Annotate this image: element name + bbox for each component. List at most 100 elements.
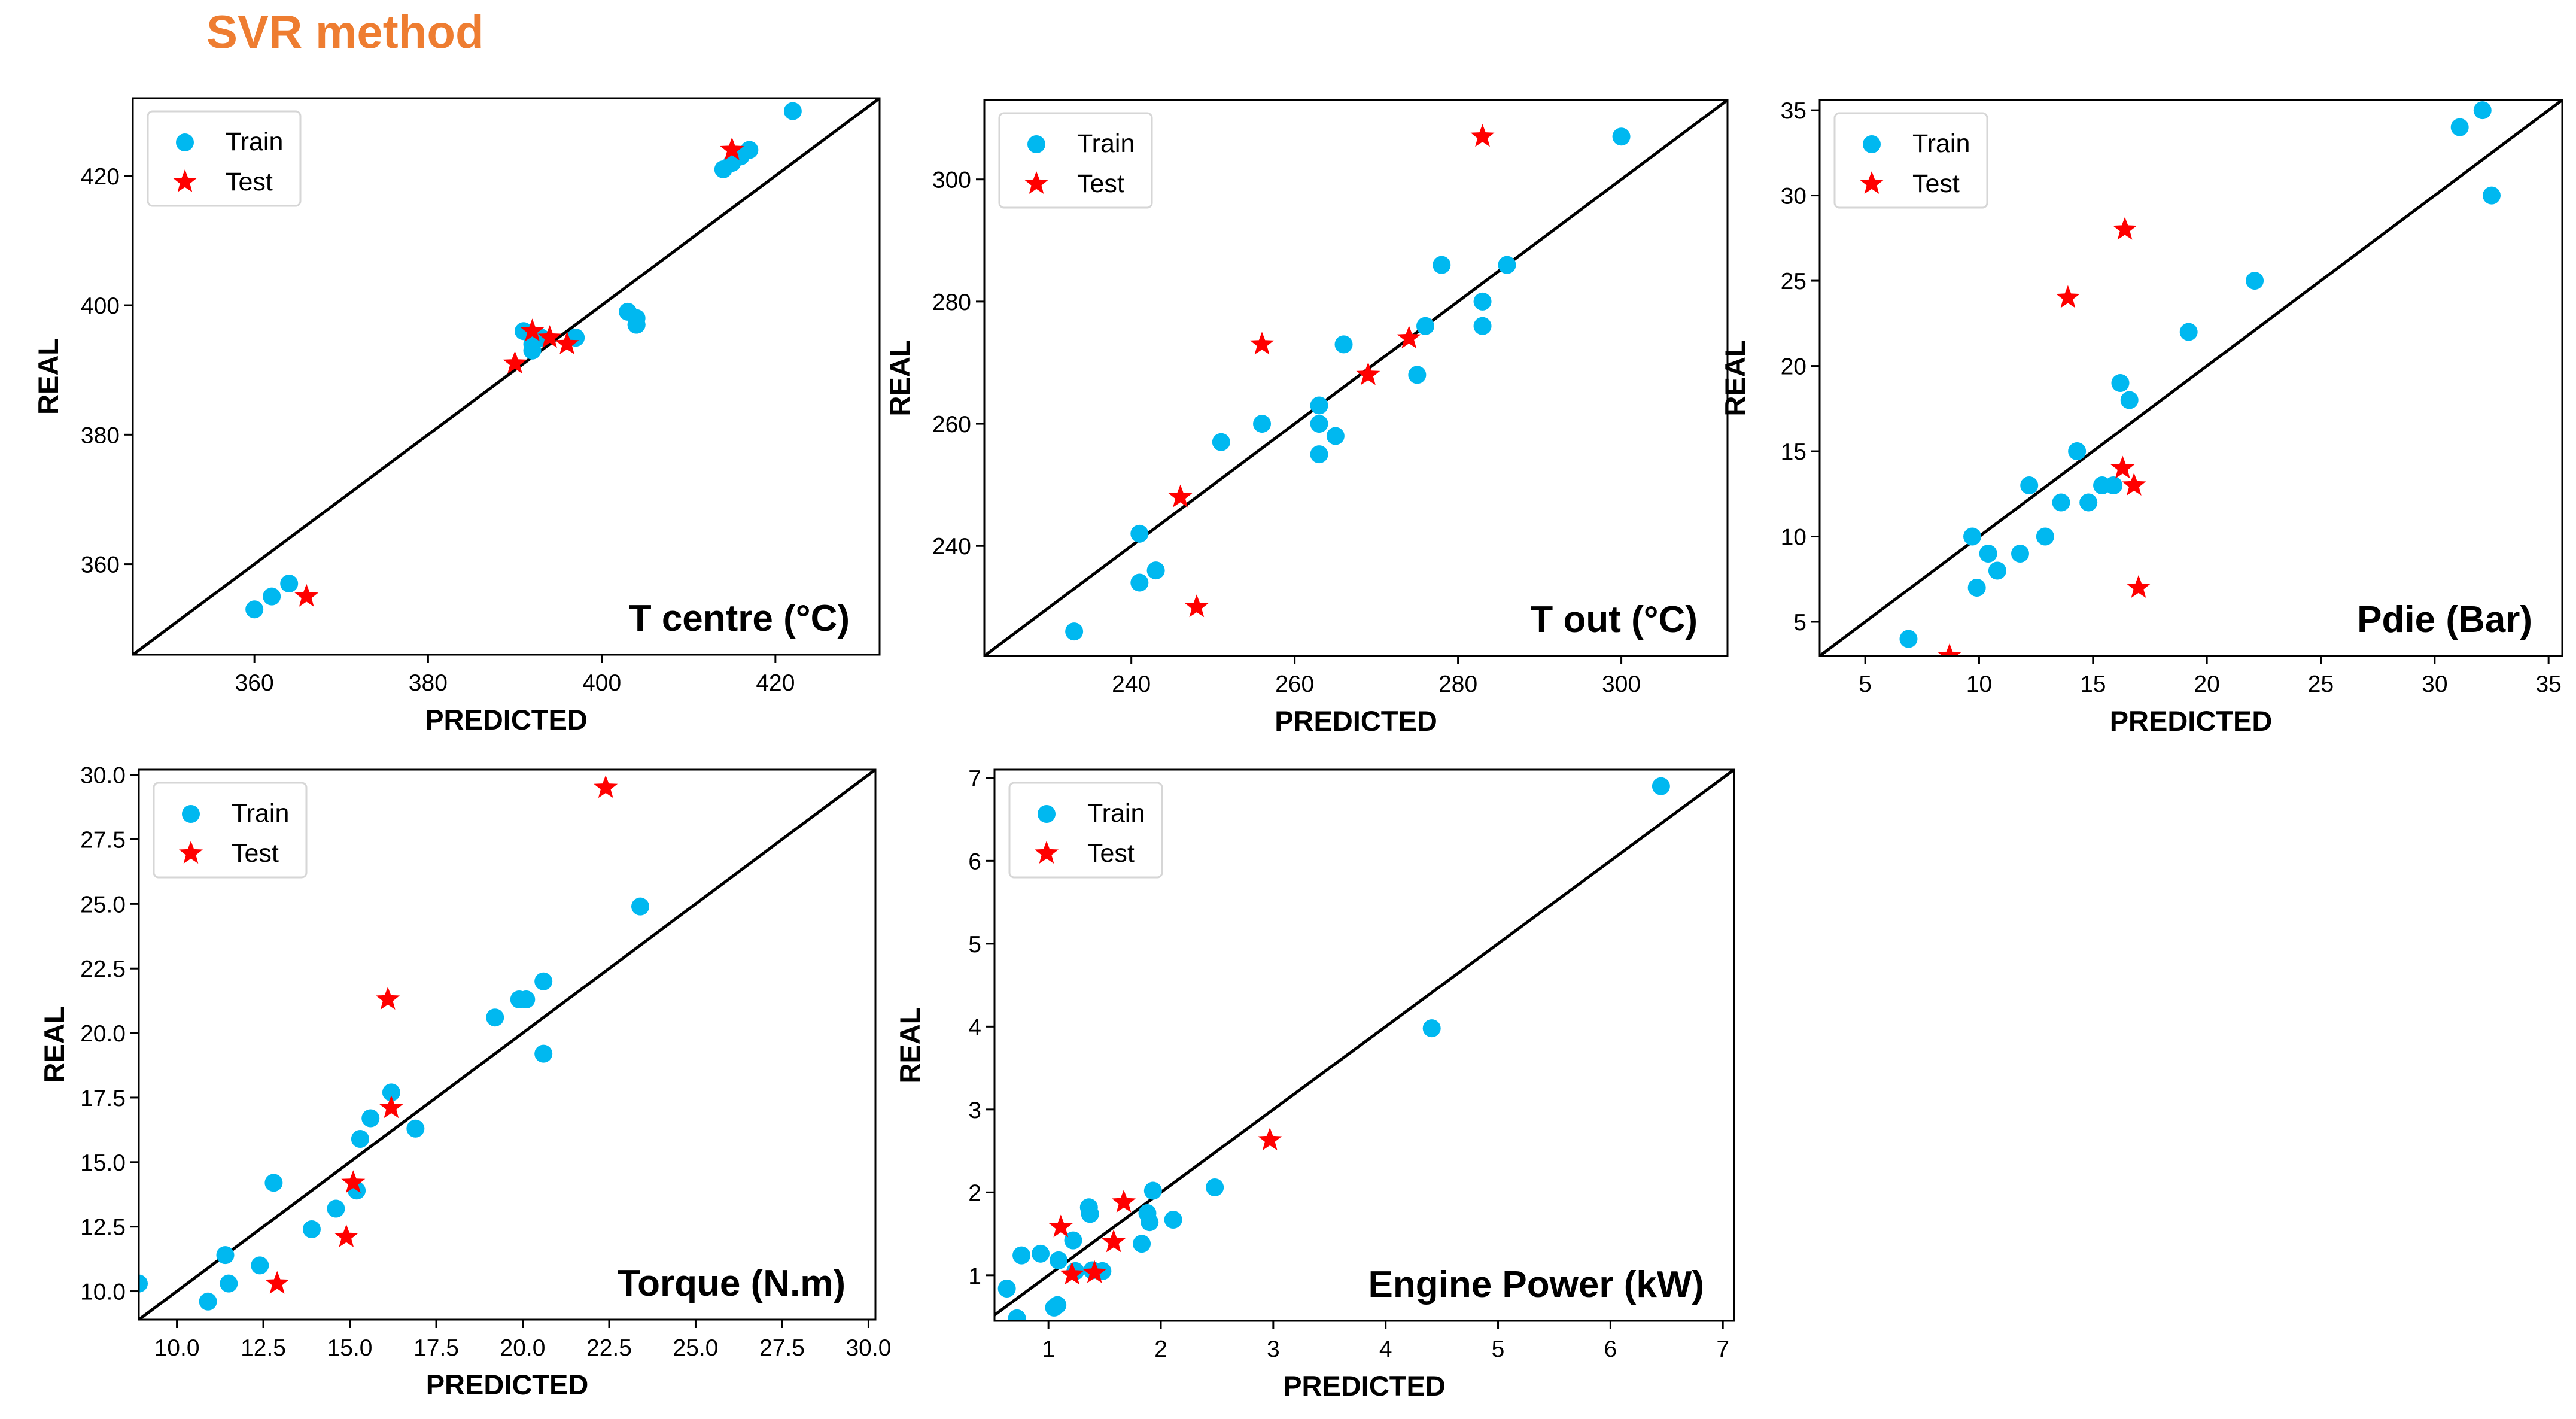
x-tick-label: 420 xyxy=(756,670,795,696)
panel-variable-label: T out (°C) xyxy=(1530,599,1698,640)
test-point xyxy=(2122,473,2146,496)
legend-box xyxy=(1833,112,1988,209)
train-point xyxy=(1141,1213,1159,1232)
x-tick-label: 17.5 xyxy=(413,1335,459,1361)
test-point xyxy=(1048,1214,1073,1238)
chart-t-out: 240 260 280 300 240 260 280 300 PREDICTED REAL T o… xyxy=(884,99,1729,737)
panel-variable-label: Pdie (Bar) xyxy=(2357,599,2532,640)
train-point xyxy=(220,1274,238,1293)
x-tick-label: 7 xyxy=(1716,1336,1729,1362)
train-point xyxy=(1130,573,1149,592)
test-point xyxy=(503,351,527,374)
train-point xyxy=(2179,323,2198,341)
train-point xyxy=(2473,101,2492,120)
y-tick-label: 360 xyxy=(81,552,120,578)
y-tick-label: 25 xyxy=(1781,269,1806,294)
train-point xyxy=(534,972,553,990)
x-tick-label: 4 xyxy=(1379,1336,1392,1362)
train-point xyxy=(2052,493,2070,512)
test-point xyxy=(265,1271,290,1294)
y-tick-label: 300 xyxy=(932,168,971,193)
legend: Train Test xyxy=(1833,112,1988,209)
y-tick-label: 20.0 xyxy=(80,1021,126,1047)
train-point xyxy=(2079,493,2098,512)
y-tick-label: 30.0 xyxy=(80,763,126,789)
train-point xyxy=(361,1109,380,1128)
train-point xyxy=(1032,1244,1050,1263)
x-tick-label: 25 xyxy=(2308,671,2334,697)
chart-t-centre: 360 380 400 420 360 380 400 420 PREDICTED REAL T c… xyxy=(32,97,881,736)
legend-test-label: Test xyxy=(1087,839,1135,868)
train-point xyxy=(1206,1178,1224,1197)
y-tick-label: 12.5 xyxy=(80,1215,126,1241)
legend-box xyxy=(998,112,1153,209)
y-tick-label: 15 xyxy=(1781,439,1806,465)
legend-train-label: Train xyxy=(1077,129,1135,158)
y-tick-label: 10 xyxy=(1781,525,1806,551)
train-point xyxy=(1612,127,1631,146)
y-tick-label: 20 xyxy=(1781,354,1806,380)
panel-variable-label: Engine Power (kW) xyxy=(1368,1264,1704,1305)
x-tick-label: 15 xyxy=(2080,671,2106,697)
test-point xyxy=(720,137,744,160)
train-point xyxy=(486,1008,504,1027)
train-point xyxy=(1326,427,1345,445)
train-point xyxy=(1310,415,1328,433)
train-point xyxy=(1310,445,1328,464)
x-tick-label: 240 xyxy=(1112,671,1151,697)
test-point xyxy=(1082,1260,1107,1283)
train-point xyxy=(1967,579,1986,597)
legend: Train Test xyxy=(998,112,1153,209)
y-axis-label: REAL xyxy=(894,1007,926,1084)
train-point xyxy=(2036,527,2054,546)
train-point xyxy=(1310,396,1328,415)
train-point xyxy=(1979,545,1997,563)
train-point xyxy=(1048,1296,1067,1314)
chart-torque: 10.0 12.5 15.0 17.5 20.0 22.5 25.0 27.5 30.0 10.0… xyxy=(38,763,891,1400)
x-tick-label: 27.5 xyxy=(759,1335,805,1361)
train-point xyxy=(251,1256,269,1275)
train-point xyxy=(523,341,542,360)
train-point xyxy=(517,990,536,1008)
train-point xyxy=(1081,1205,1099,1223)
train-point xyxy=(1212,433,1230,451)
train-point xyxy=(2482,186,2501,205)
train-point xyxy=(1164,1211,1182,1229)
test-point xyxy=(520,318,545,342)
y-tick-label: 5 xyxy=(968,932,981,958)
axes-frame xyxy=(993,768,1735,1322)
x-tick-label: 6 xyxy=(1604,1336,1617,1362)
y-tick-label: 22.5 xyxy=(80,956,126,982)
chart-pdie: 5 10 15 20 25 30 35 5 10 15 20 25 30 35 PREDICTED REAL P… xyxy=(1719,98,2563,737)
y-tick-label: 3 xyxy=(968,1098,981,1123)
train-point xyxy=(631,897,650,916)
test-point xyxy=(1938,643,1961,656)
legend: Train Test xyxy=(153,782,308,879)
train-point xyxy=(1422,1019,1441,1038)
test-point xyxy=(1356,362,1380,385)
x-tick-label: 15.0 xyxy=(327,1335,373,1361)
train-point xyxy=(1899,630,1918,648)
x-tick-label: 280 xyxy=(1438,671,1477,697)
y-axis-label: REAL xyxy=(38,1007,70,1083)
y-tick-label: 240 xyxy=(932,534,971,560)
axes-frame xyxy=(132,97,881,656)
x-tick-label: 360 xyxy=(235,670,274,696)
legend-box xyxy=(1008,782,1163,879)
train-point xyxy=(2068,442,2087,461)
train-point xyxy=(1652,777,1670,795)
legend-train-label: Train xyxy=(1087,799,1145,828)
y-tick-label: 30 xyxy=(1781,184,1806,209)
page-title: SVR method xyxy=(206,5,484,58)
x-tick-label: 5 xyxy=(1859,671,1872,697)
axes-frame xyxy=(138,768,877,1321)
train-point xyxy=(1963,527,1982,546)
train-point xyxy=(1065,622,1084,641)
axes-frame xyxy=(983,99,1729,657)
x-tick-label: 10 xyxy=(1966,671,1992,697)
y-axis-label: REAL xyxy=(32,338,64,415)
test-point xyxy=(555,331,579,354)
y-axis-label: REAL xyxy=(884,340,916,417)
legend-test-marker xyxy=(1024,171,1048,194)
y-tick-label: 25.0 xyxy=(80,892,126,917)
